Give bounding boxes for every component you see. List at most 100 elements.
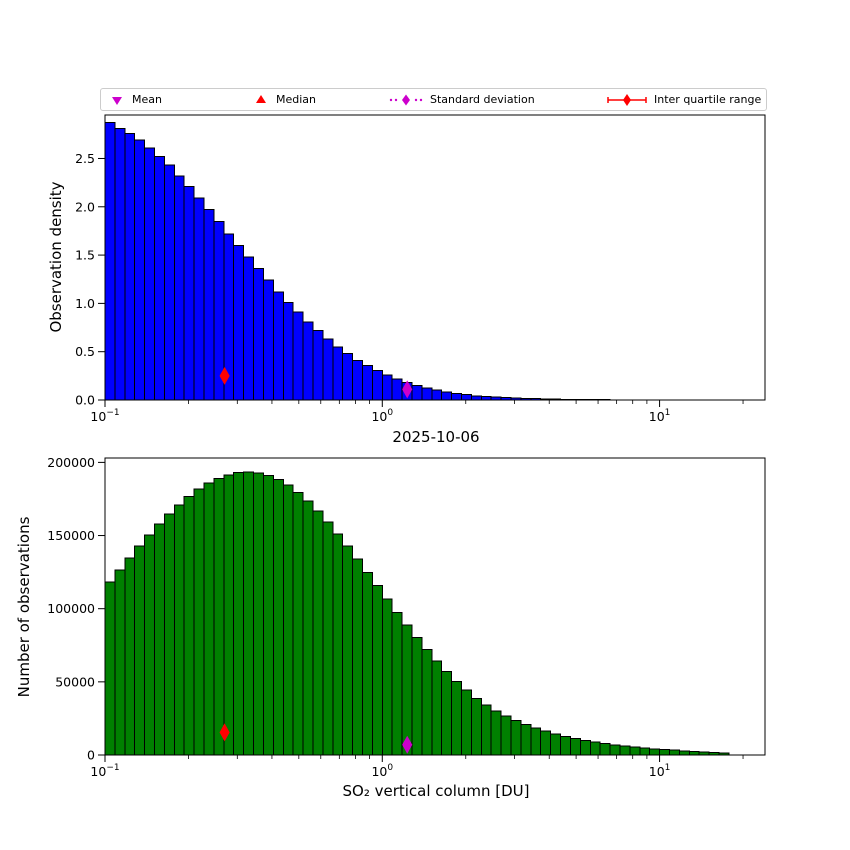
histogram-bar [193,488,205,756]
y-tick-label: 0.5 [75,344,95,359]
histogram-bar [322,521,334,756]
histogram-bar [124,132,136,401]
y-tick-label: 2.0 [75,199,95,214]
histogram-bar [381,374,393,401]
legend-item-standard-deviation: Standard deviation [389,89,535,110]
top-y-axis-ticks: 0.0 0.5 1.0 1.5 2.0 2.5 [75,151,105,408]
histogram-bar [569,737,581,756]
histogram-bar [203,482,215,756]
histogram-bar [183,185,195,401]
histogram-bar [431,660,443,756]
histogram-bar [163,513,175,756]
histogram-bar [134,139,146,401]
histogram-bar [530,727,542,756]
histogram-bar [371,370,383,401]
histogram-bar [233,472,245,756]
histogram-bar [114,128,126,401]
bottom-histogram-plot: 10−1 100 101 0 50000 100000 150000 200000 [47,455,766,779]
bottom-x-axis-label: SO₂ vertical column [DU] [342,782,530,800]
bottom-y-axis-ticks: 0 50000 100000 150000 200000 [47,455,105,763]
histogram-bar [411,384,423,401]
histogram-bar [579,739,591,756]
histogram-bar [183,495,195,756]
x-tick-label: 101 [649,763,671,779]
histogram-bar [589,741,601,756]
histogram-bar [332,346,344,401]
histogram-bar [262,474,274,756]
y-tick-label: 2.5 [75,151,95,166]
histogram-bar [361,571,373,756]
histogram-bar [560,735,571,756]
legend-item-inter-quartile-range: Inter quartile range [607,89,761,110]
inter-quartile-range-marker [219,366,230,385]
legend-label-mean: Mean [132,93,162,106]
inter-quartile-range-marker [219,723,230,742]
histogram-bar [302,321,314,401]
histogram-bar [352,558,363,756]
histogram-bar [312,329,324,401]
dot-glyph [419,98,423,101]
histogram-bar [342,545,354,756]
histogram-bar [421,649,433,756]
histogram-bar [461,394,472,401]
legend-item-median: Median [253,89,316,110]
diamond-dotted-line-icon [389,94,423,105]
dot-glyph [394,98,398,101]
histogram-bar [431,389,443,401]
histogram-bar [272,291,284,401]
histogram-bar [262,279,274,401]
legend-item-mean: Mean [109,89,162,110]
histogram-bar [451,392,463,401]
top-x-axis-ticks: 10−1 100 101 [90,400,744,424]
histogram-bar [173,175,185,401]
top-y-axis-label: Observation density [47,181,65,333]
histogram-bar [500,715,512,756]
histogram-bar [352,359,363,401]
bottom-y-axis-label: Number of observations [15,516,33,698]
histogram-bar [292,311,304,401]
histogram-bar [134,545,146,756]
histogram-bar [480,704,492,756]
histogram-bar [114,569,126,756]
y-tick-label: 1.0 [75,296,95,311]
histogram-bar [678,750,690,756]
x-tick-label: 101 [649,408,671,424]
x-tick-label: 100 [371,408,393,424]
histogram-bar [629,746,641,756]
histogram-bar [213,477,225,756]
histogram-bar [154,156,165,401]
y-tick-label: 1.5 [75,248,95,263]
histogram-bar [510,719,522,756]
histogram-bar [104,581,116,756]
dot-glyph [414,98,418,101]
histogram-bar [272,479,284,756]
diamond-solid-line-icon [607,93,647,106]
histogram-bar [163,164,175,401]
histogram-bar [520,723,532,756]
histogram-bar [599,743,611,756]
histogram-bar [421,387,433,401]
x-tick-label: 100 [371,763,393,779]
triangle-down-glyph [112,96,122,105]
dot-glyph [389,98,393,101]
histogram-bar [322,338,334,401]
top-bars [104,122,730,401]
legend-label-inter-quartile-range: Inter quartile range [654,93,762,106]
histogram-bar [609,744,621,756]
histogram-bar [223,474,235,756]
y-tick-label: 100000 [47,601,95,616]
top-axes-frame [104,114,766,401]
standard-deviation-marker [402,735,413,754]
histogram-bar [253,472,264,756]
histogram-bar [470,698,482,756]
histogram-bar [619,745,631,756]
histogram-bar [144,147,156,401]
histogram-bar [668,749,680,756]
histogram-bar [342,353,354,401]
histogram-bar [312,510,324,756]
histogram-bar [144,534,156,756]
triangle-up-glyph [256,94,266,103]
histogram-bar [649,748,661,756]
